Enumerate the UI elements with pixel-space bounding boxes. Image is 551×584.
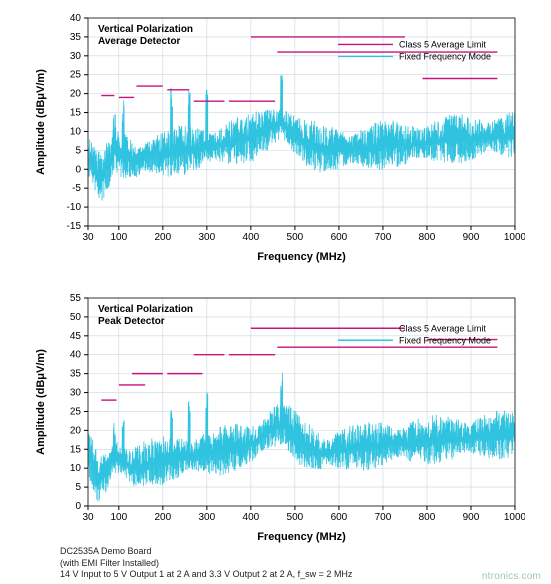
svg-text:800: 800	[419, 232, 436, 243]
svg-text:30: 30	[70, 388, 82, 399]
svg-text:400: 400	[243, 232, 260, 243]
svg-text:300: 300	[199, 512, 216, 523]
svg-text:900: 900	[463, 512, 480, 523]
svg-text:50: 50	[70, 312, 82, 323]
svg-text:30: 30	[82, 512, 94, 523]
svg-text:800: 800	[419, 512, 436, 523]
svg-text:Frequency (MHz): Frequency (MHz)	[257, 251, 346, 263]
svg-text:100: 100	[110, 512, 127, 523]
svg-text:700: 700	[375, 232, 392, 243]
svg-text:35: 35	[70, 369, 82, 380]
svg-text:20: 20	[70, 425, 82, 436]
svg-text:Class 5 Average Limit: Class 5 Average Limit	[399, 323, 486, 333]
svg-text:0: 0	[75, 164, 81, 175]
svg-text:25: 25	[70, 70, 82, 81]
svg-text:35: 35	[70, 32, 82, 43]
watermark-text: ntronics.com	[482, 571, 541, 582]
svg-text:Class 5 Average Limit: Class 5 Average Limit	[399, 39, 486, 49]
svg-text:600: 600	[331, 512, 348, 523]
svg-text:10: 10	[70, 126, 82, 137]
svg-text:-15: -15	[67, 221, 82, 232]
caption-line: (with EMI Filter Installed)	[60, 558, 352, 569]
caption-line: DC2535A Demo Board	[60, 546, 352, 557]
svg-text:Vertical Polarization: Vertical Polarization	[98, 24, 193, 35]
svg-text:200: 200	[154, 232, 171, 243]
svg-text:-10: -10	[67, 202, 82, 213]
svg-text:-5: -5	[72, 183, 81, 194]
svg-text:25: 25	[70, 406, 82, 417]
svg-text:0: 0	[75, 501, 81, 512]
svg-text:200: 200	[154, 512, 171, 523]
svg-text:Amplitude (dBμV/m): Amplitude (dBμV/m)	[35, 69, 47, 175]
chart-peak-detector: 30 100 200 300 400 500 600 700 800 900 1000 0 5 10 15 2…	[30, 288, 525, 546]
svg-text:55: 55	[70, 293, 82, 304]
svg-text:600: 600	[331, 232, 348, 243]
svg-text:500: 500	[287, 232, 304, 243]
svg-text:1000: 1000	[504, 512, 525, 523]
svg-text:700: 700	[375, 512, 392, 523]
svg-text:500: 500	[287, 512, 304, 523]
svg-text:Vertical Polarization: Vertical Polarization	[98, 304, 193, 315]
chart-average-detector: 301002003004005006007008009001000-15-10-…	[30, 8, 525, 266]
svg-text:20: 20	[70, 89, 82, 100]
svg-text:30: 30	[70, 51, 82, 62]
svg-text:Frequency (MHz): Frequency (MHz)	[257, 531, 346, 543]
svg-text:15: 15	[70, 444, 82, 455]
svg-text:40: 40	[70, 13, 82, 24]
svg-text:400: 400	[243, 512, 260, 523]
svg-text:Peak Detector: Peak Detector	[98, 316, 165, 327]
svg-text:Average Detector: Average Detector	[98, 36, 181, 47]
svg-text:40: 40	[70, 350, 82, 361]
svg-text:15: 15	[70, 108, 82, 119]
svg-text:30: 30	[82, 232, 94, 243]
svg-text:Fixed Frequency Mode: Fixed Frequency Mode	[399, 335, 491, 345]
figure-caption: DC2535A Demo Board (with EMI Filter Inst…	[60, 546, 352, 580]
svg-text:Amplitude (dBμV/m): Amplitude (dBμV/m)	[35, 349, 47, 455]
svg-text:45: 45	[70, 331, 82, 342]
svg-text:Fixed Frequency Mode: Fixed Frequency Mode	[399, 51, 491, 61]
svg-text:5: 5	[75, 145, 81, 156]
svg-text:100: 100	[110, 232, 127, 243]
figure-container: { "charts":[ { "id":"top", "title_lines"…	[0, 0, 551, 584]
svg-text:5: 5	[75, 482, 81, 493]
svg-text:1000: 1000	[504, 232, 525, 243]
svg-text:900: 900	[463, 232, 480, 243]
svg-text:300: 300	[199, 232, 216, 243]
caption-line: 14 V Input to 5 V Output 1 at 2 A and 3.…	[60, 569, 352, 580]
svg-text:10: 10	[70, 463, 82, 474]
